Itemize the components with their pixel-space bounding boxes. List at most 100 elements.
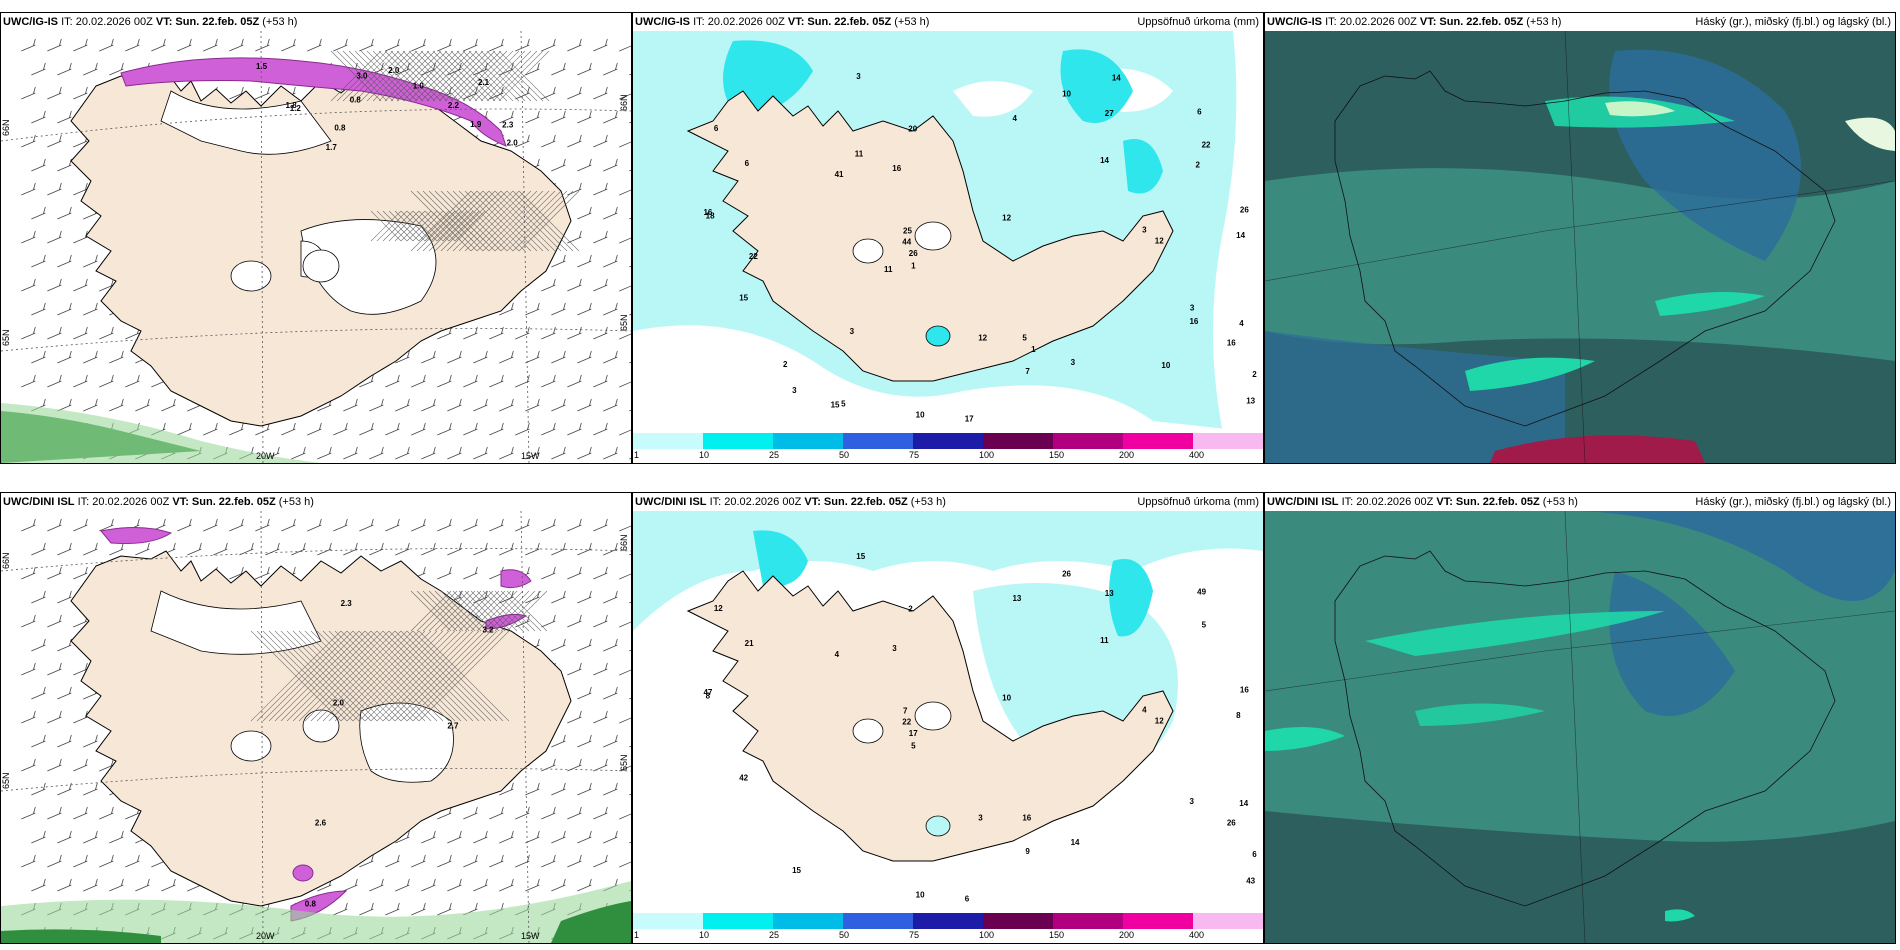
wind-barb bbox=[437, 422, 452, 436]
init-time: IT: 20.02.2026 00Z bbox=[61, 16, 153, 28]
hatch-line bbox=[406, 210, 438, 242]
valid-time: Sun. 22.feb. 05Z bbox=[823, 496, 908, 508]
wind-barb bbox=[109, 878, 124, 892]
colorbar-segment bbox=[1123, 433, 1194, 449]
colorbar-label: 150 bbox=[1049, 450, 1065, 460]
hatch-line bbox=[400, 630, 492, 722]
lat-65n-label: 65N bbox=[1, 329, 11, 346]
value-label: 2.3 bbox=[502, 120, 514, 129]
wind-barb bbox=[577, 62, 592, 76]
wind-barb bbox=[99, 278, 114, 292]
wind-barb bbox=[411, 422, 426, 436]
hatch-line bbox=[432, 50, 484, 102]
hatch-line bbox=[512, 190, 574, 252]
hatch-line bbox=[486, 50, 538, 102]
wind-barb bbox=[619, 813, 631, 820]
colorbar-segment bbox=[1053, 913, 1124, 929]
wind-barb bbox=[47, 182, 62, 196]
hatch-line bbox=[424, 210, 456, 242]
panel-title: Uppsöfnuð úrkoma (mm) bbox=[1137, 16, 1259, 28]
wind-barb bbox=[619, 573, 631, 580]
wind-barb bbox=[57, 254, 72, 268]
wind-barb bbox=[395, 830, 410, 844]
wind-barb bbox=[593, 38, 608, 52]
wind-barb bbox=[385, 518, 400, 532]
hatch-line bbox=[446, 590, 488, 632]
wind-barb bbox=[343, 542, 358, 556]
wind-barb bbox=[47, 326, 62, 340]
wind-barb bbox=[203, 518, 218, 532]
colorbar-label: 400 bbox=[1189, 450, 1205, 460]
wind-barb bbox=[31, 830, 46, 844]
wind-barb bbox=[593, 374, 608, 388]
wind-barb bbox=[57, 158, 72, 172]
wind-barb bbox=[577, 734, 592, 748]
wind-barb bbox=[73, 374, 88, 388]
hatch-line bbox=[462, 50, 514, 102]
colorbar-segment bbox=[843, 433, 914, 449]
hatch-line bbox=[454, 210, 486, 242]
value-label: 22 bbox=[749, 252, 758, 261]
value-label: 1.7 bbox=[326, 143, 338, 152]
wind-barb bbox=[463, 854, 478, 868]
value-label: 0.8 bbox=[350, 95, 362, 104]
value-label: 12 bbox=[1155, 236, 1164, 245]
wind-barb bbox=[499, 446, 514, 460]
wind-barb bbox=[515, 374, 530, 388]
hatch-line bbox=[360, 50, 412, 102]
wind-barb bbox=[603, 206, 618, 220]
value-label: 16 bbox=[703, 208, 712, 217]
wind-barb bbox=[203, 422, 218, 436]
wind-barb bbox=[541, 614, 556, 628]
wind-barb bbox=[541, 422, 556, 436]
wind-barb bbox=[499, 590, 514, 604]
wind-barb bbox=[593, 182, 608, 196]
wind-barb bbox=[603, 398, 618, 412]
wind-barb bbox=[473, 350, 488, 364]
value-label: 5 bbox=[841, 399, 846, 408]
wind-barb bbox=[619, 93, 631, 100]
value-label: 6 bbox=[745, 159, 750, 168]
wind-barb bbox=[73, 566, 88, 580]
wind-barb bbox=[47, 710, 62, 724]
value-label: 10 bbox=[1161, 361, 1170, 370]
wind-barb bbox=[385, 422, 400, 436]
lon-20w-label: 20W bbox=[256, 931, 275, 941]
wind-barb bbox=[551, 878, 566, 892]
wind-barb bbox=[593, 518, 608, 532]
wind-barb bbox=[411, 518, 426, 532]
wind-barb bbox=[359, 854, 374, 868]
hatch-line bbox=[382, 210, 414, 242]
wind-barb bbox=[567, 326, 582, 340]
wind-barb bbox=[57, 878, 72, 892]
value-label: 5 bbox=[911, 742, 916, 751]
wind-barb bbox=[603, 254, 618, 268]
value-label: 20 bbox=[908, 125, 917, 134]
init-time: IT: 20.02.2026 00Z bbox=[1341, 496, 1434, 508]
colorbar-segment bbox=[633, 433, 704, 449]
wind-barb bbox=[567, 422, 582, 436]
wind-barb bbox=[515, 518, 530, 532]
panel-precip-dini: UWC/DINI ISL IT: 20.02.2026 00Z VT: Sun.… bbox=[632, 492, 1264, 944]
wind-barb bbox=[541, 134, 556, 148]
hatch-line bbox=[418, 210, 450, 242]
wind-barb bbox=[99, 758, 114, 772]
wind-barb bbox=[593, 566, 608, 580]
lat-66n-label: 66N bbox=[1, 119, 11, 136]
wind-barb bbox=[73, 758, 88, 772]
value-label: 42 bbox=[739, 773, 748, 782]
value-label: 3 bbox=[1189, 797, 1194, 806]
valid-time: Sun. 22.feb. 05Z bbox=[807, 16, 892, 28]
hatch-line bbox=[370, 630, 462, 722]
value-label: 3 bbox=[1142, 225, 1147, 234]
value-label: 1.9 bbox=[470, 120, 482, 129]
hatch-line bbox=[402, 50, 454, 102]
wind-barb bbox=[577, 254, 592, 268]
hatch-line bbox=[464, 590, 506, 632]
colorbar-segment bbox=[773, 913, 844, 929]
wind-barb bbox=[619, 525, 631, 532]
wind-barb bbox=[83, 254, 98, 268]
wind-barb bbox=[437, 902, 452, 916]
wind-barb bbox=[619, 429, 631, 436]
valid-label: VT: bbox=[1436, 496, 1453, 508]
